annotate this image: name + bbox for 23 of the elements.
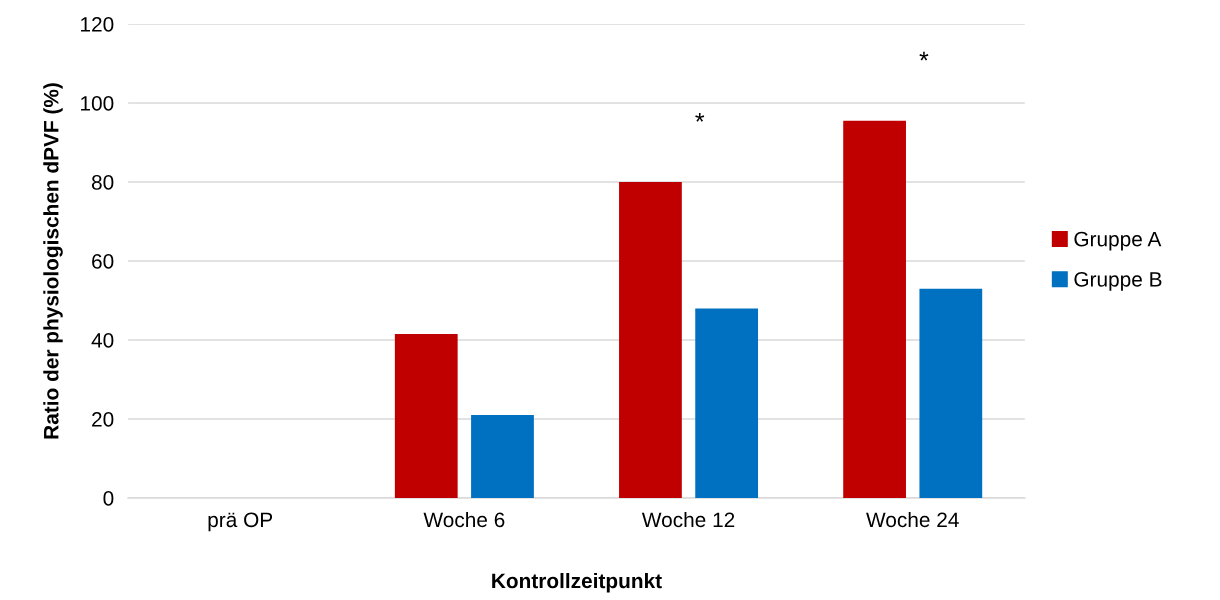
annotation: *: [695, 112, 705, 122]
y-tick-label: 0: [103, 491, 114, 506]
y-tick-label: 20: [92, 412, 114, 427]
legend-label: Gruppe A: [1074, 231, 1162, 251]
y-tick-label: 80: [91, 175, 114, 190]
y-tick-label: 100: [81, 96, 114, 111]
bar: [471, 415, 534, 498]
bar: [843, 120, 906, 498]
y-axis-title: Ratio der physiologischen dPVF (%): [43, 83, 63, 439]
x-axis-title: Kontrollzeitpunkt: [492, 572, 662, 593]
y-tick-label: 60: [92, 254, 114, 269]
bar: [919, 288, 983, 498]
x-tick-label: prä OP: [208, 512, 273, 532]
bar: [695, 308, 759, 498]
bar: [394, 334, 458, 498]
annotation: *: [919, 51, 929, 61]
x-tick-label: Woche 6: [423, 511, 505, 528]
bar: [619, 182, 682, 498]
y-tick-label: 40: [91, 333, 114, 348]
legend-label: Gruppe B: [1074, 271, 1162, 291]
x-tick-label: Woche 12: [641, 511, 735, 528]
x-tick-label: Woche 24: [866, 511, 959, 528]
y-tick-label: 120: [81, 17, 114, 32]
